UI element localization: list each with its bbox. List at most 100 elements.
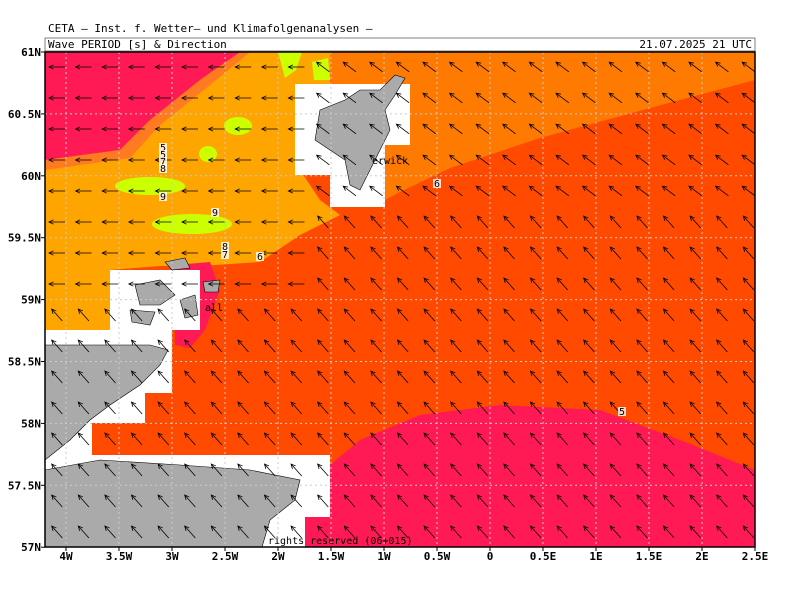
direction-arrow <box>503 401 515 415</box>
direction-arrow <box>689 370 702 384</box>
direction-arrow <box>503 494 515 508</box>
direction-arrow <box>315 123 330 135</box>
direction-arrow <box>234 64 252 70</box>
direction-arrow <box>104 432 116 446</box>
direction-arrow <box>210 463 223 477</box>
direction-arrow <box>369 61 383 73</box>
direction-arrow <box>74 188 92 194</box>
direction-arrow <box>502 154 516 166</box>
contour-label: 5 <box>160 143 166 154</box>
direction-arrow <box>556 308 569 322</box>
direction-arrow <box>396 525 409 539</box>
direction-arrow <box>154 64 172 70</box>
direction-arrow <box>423 308 436 322</box>
direction-arrow <box>234 281 252 287</box>
contour-label: 7 <box>160 157 166 168</box>
direction-arrow <box>636 308 648 322</box>
direction-arrow <box>370 494 382 508</box>
direction-arrow <box>662 525 675 539</box>
direction-arrow <box>104 308 116 322</box>
direction-arrow <box>343 525 356 539</box>
contour-label-bg <box>433 179 441 188</box>
direction-arrow <box>130 370 143 384</box>
direction-arrow <box>342 61 357 73</box>
direction-arrow <box>742 215 755 229</box>
direction-arrow <box>48 281 65 287</box>
contour-label-bg <box>159 157 167 166</box>
direction-arrow <box>556 463 569 477</box>
direction-arrow <box>48 126 65 132</box>
direction-arrow <box>317 277 329 291</box>
direction-arrow <box>127 219 145 225</box>
direction-arrow <box>450 494 462 508</box>
direction-arrow <box>608 154 623 166</box>
contour-label-bg <box>221 242 229 251</box>
direction-arrow <box>395 185 410 197</box>
direction-arrow <box>370 277 382 291</box>
direction-arrow <box>127 64 145 70</box>
direction-arrow <box>287 64 305 70</box>
direction-arrow <box>503 215 515 229</box>
direction-arrow <box>689 494 702 508</box>
direction-arrow <box>609 308 622 322</box>
direction-arrow <box>260 281 278 287</box>
direction-arrow <box>184 494 196 508</box>
direction-arrow <box>689 339 702 353</box>
direction-arrow <box>502 123 516 135</box>
direction-arrow <box>234 95 252 101</box>
direction-arrow <box>263 494 276 508</box>
direction-arrow <box>528 154 543 166</box>
direction-arrow <box>77 401 90 415</box>
direction-arrow <box>369 123 383 135</box>
direction-arrow <box>450 277 462 291</box>
direction-arrow <box>101 250 119 256</box>
direction-arrow <box>423 370 436 384</box>
direction-arrow <box>130 401 143 415</box>
direction-arrow <box>157 370 170 384</box>
direction-arrow <box>317 339 329 353</box>
direction-arrow <box>263 370 276 384</box>
direction-arrow <box>476 246 489 260</box>
direction-arrow <box>130 494 143 508</box>
direction-arrow <box>130 308 143 322</box>
place-name: erwick <box>372 156 408 167</box>
direction-arrow <box>184 339 196 353</box>
direction-arrow <box>130 432 143 446</box>
direction-arrow <box>263 525 276 539</box>
direction-arrow <box>555 154 570 166</box>
direction-arrow <box>609 246 622 260</box>
direction-arrow <box>609 370 622 384</box>
place-name: all <box>205 303 223 314</box>
direction-arrow <box>154 219 172 225</box>
direction-arrow <box>716 308 728 322</box>
direction-arrow <box>287 188 305 194</box>
direction-arrow <box>101 95 119 101</box>
direction-arrow <box>210 308 223 322</box>
direction-arrow <box>263 339 276 353</box>
direction-arrow <box>450 432 462 446</box>
direction-arrow <box>556 401 569 415</box>
direction-arrow <box>181 157 198 163</box>
direction-arrow <box>636 370 648 384</box>
direction-arrow <box>343 432 356 446</box>
direction-arrow <box>290 339 303 353</box>
direction-arrow <box>290 308 303 322</box>
direction-arrow <box>741 185 755 197</box>
direction-arrow <box>51 401 63 415</box>
x-label: 2W <box>271 550 285 563</box>
direction-arrow <box>234 219 252 225</box>
y-label: 58.5N <box>8 356 41 369</box>
direction-arrow <box>476 525 489 539</box>
direction-arrow <box>555 61 570 73</box>
direction-arrow <box>74 95 92 101</box>
direction-arrow <box>290 463 303 477</box>
direction-arrow <box>260 64 278 70</box>
direction-arrow <box>742 525 755 539</box>
direction-arrow <box>448 154 463 166</box>
direction-arrow <box>263 463 276 477</box>
direction-arrow <box>237 401 249 415</box>
contour-label: 5 <box>160 150 166 161</box>
direction-arrow <box>635 154 649 166</box>
direction-arrow <box>716 432 728 446</box>
direction-arrow <box>689 463 702 477</box>
